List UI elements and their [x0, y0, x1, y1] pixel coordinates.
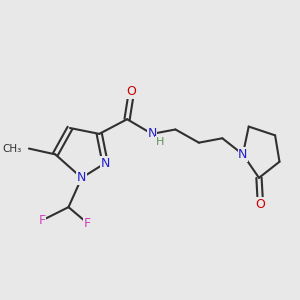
Text: O: O	[256, 198, 266, 211]
Text: F: F	[84, 217, 91, 230]
Text: N: N	[100, 157, 110, 170]
Text: O: O	[127, 85, 136, 98]
Text: F: F	[39, 214, 46, 227]
Text: H: H	[156, 137, 164, 147]
Text: N: N	[147, 128, 157, 140]
Text: N: N	[238, 148, 248, 161]
Text: N: N	[77, 171, 86, 184]
Text: CH₃: CH₃	[2, 143, 22, 154]
